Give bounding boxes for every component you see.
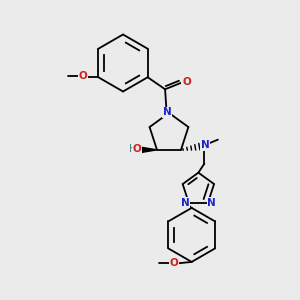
Text: O: O: [182, 77, 191, 87]
Text: N: N: [201, 140, 209, 150]
Text: N: N: [207, 197, 216, 208]
Text: O: O: [79, 71, 88, 81]
Text: O: O: [133, 144, 142, 154]
Text: O: O: [169, 258, 178, 268]
Text: H: H: [128, 144, 136, 154]
Text: N: N: [163, 107, 172, 117]
Text: N: N: [181, 197, 189, 208]
Polygon shape: [139, 147, 157, 153]
